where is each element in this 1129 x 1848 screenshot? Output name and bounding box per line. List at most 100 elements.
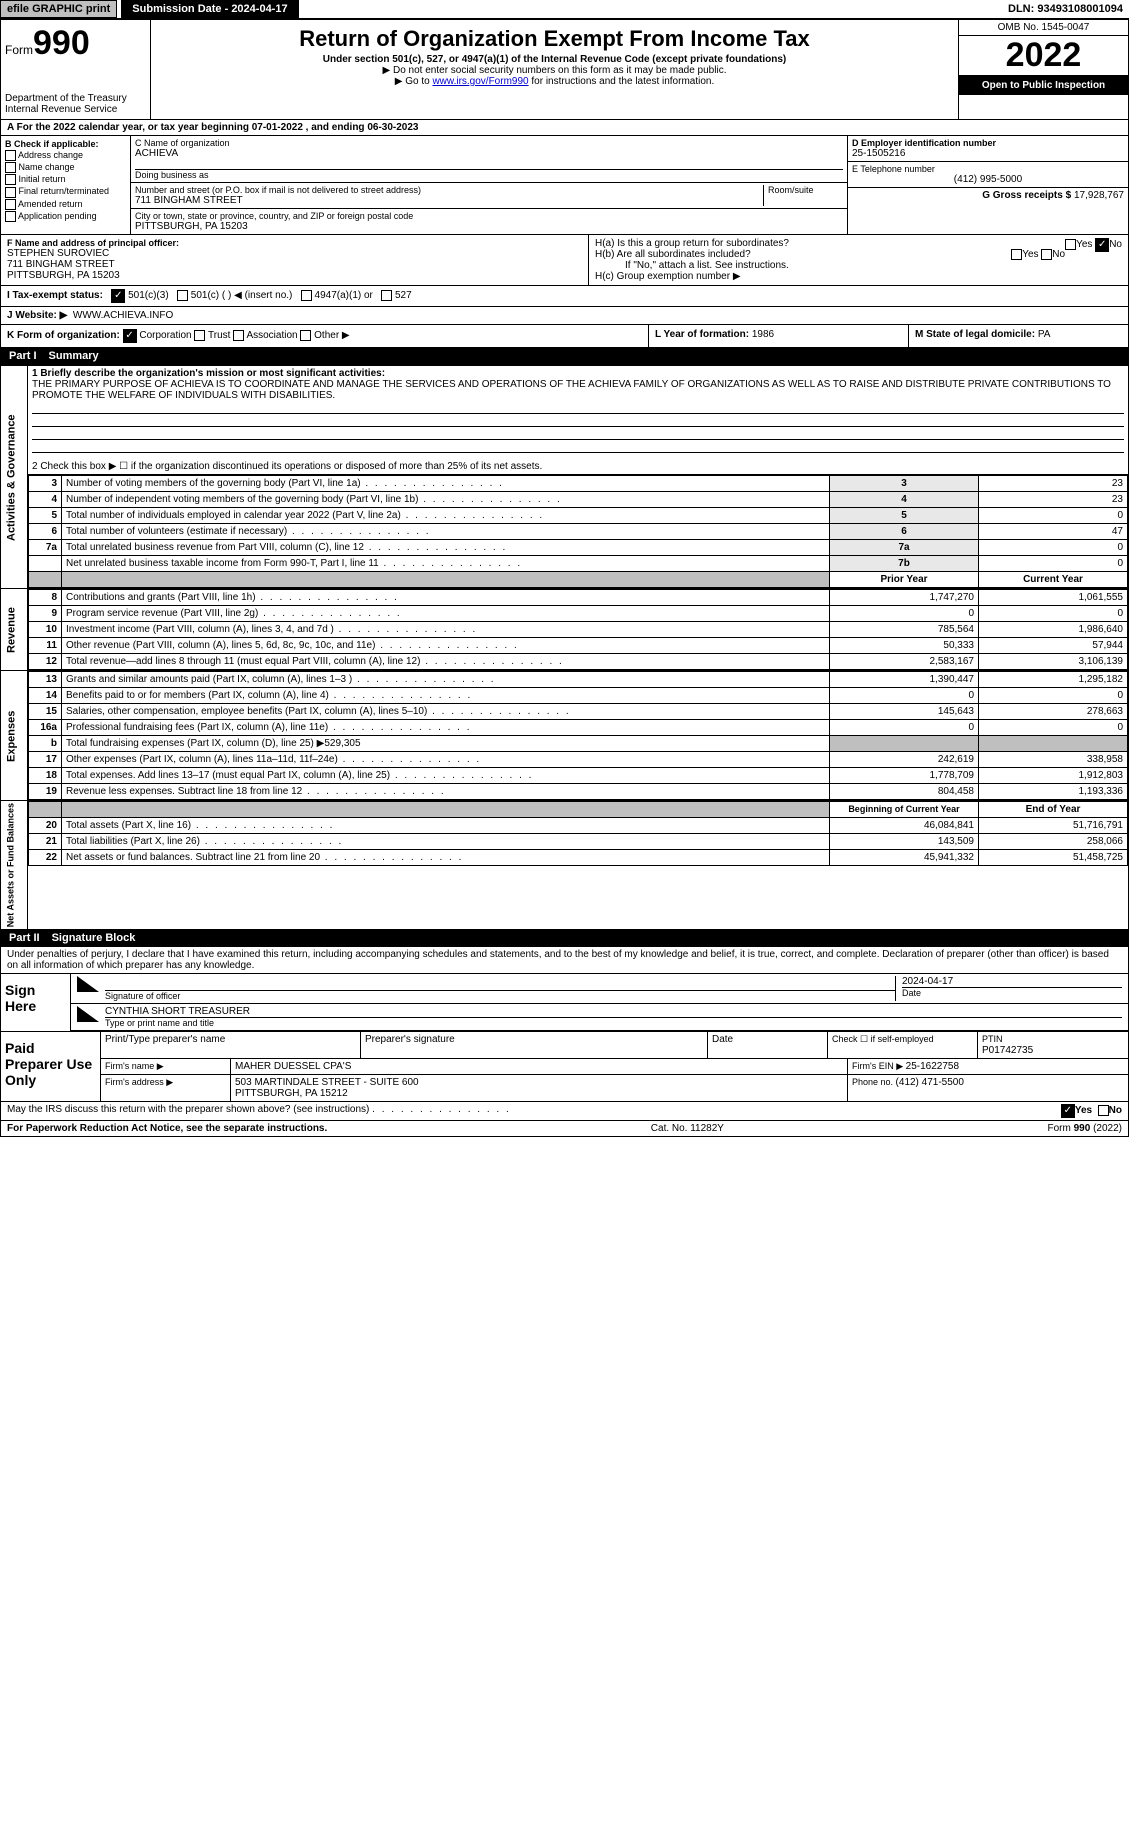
may-yesno: ✓Yes No [1061,1104,1122,1118]
form-990-number: 990 [33,24,90,62]
chk-4947[interactable] [301,290,312,301]
chk-initial-return[interactable]: Initial return [5,174,126,185]
chk-address-change[interactable]: Address change [5,150,126,161]
ha-yes-checkbox[interactable] [1065,239,1076,250]
ein-row: D Employer identification number 25-1505… [848,136,1128,162]
hb-note: If "No," attach a list. See instructions… [595,260,1122,271]
lbl-other: Other ▶ [314,330,349,341]
chk-address-change-label: Address change [18,150,83,160]
lbl-assoc: Association [246,330,297,341]
may-no-checkbox[interactable] [1098,1105,1109,1116]
may-yes-checkbox[interactable]: ✓ [1061,1104,1075,1118]
val-M: PA [1038,329,1051,340]
section-bcd: B Check if applicable: Address change Na… [0,136,1129,235]
chk-name-change-label: Name change [19,162,75,172]
efile-label: efile GRAPHIC print [0,0,117,18]
ptin-cell: PTINP01742735 [978,1032,1128,1058]
dept-label: Department of the Treasury [5,93,146,104]
line-prior: 145,643 [830,704,979,720]
table-row: 20 Total assets (Part X, line 16) 46,084… [29,818,1128,834]
hdr-blank [29,572,62,588]
firm-addr-cell: 503 MARTINDALE STREET - SUITE 600 PITTSB… [231,1075,848,1101]
part2-header: Part II Signature Block [0,930,1129,947]
table-row: 18 Total expenses. Add lines 13–17 (must… [29,768,1128,784]
print-name-label: Print/Type preparer's name [101,1032,361,1058]
footer-row: For Paperwork Reduction Act Notice, see … [0,1121,1129,1137]
lbl-trust: Trust [208,330,230,341]
chk-trust[interactable] [194,330,205,341]
line-current: 0 [979,606,1128,622]
line-box: 7b [830,556,979,572]
line-num: b [29,736,62,752]
dln-label: DLN: 93493108001094 [1008,3,1129,15]
line-num: 10 [29,622,62,638]
instructions-link[interactable]: www.irs.gov/Form990 [432,76,528,87]
hdr-blank2 [62,802,830,818]
phone-label: Phone no. [852,1077,896,1087]
hdr-current: Current Year [979,572,1128,588]
org-name-label: C Name of organization [135,138,843,148]
side-expenses: Expenses [1,671,28,801]
table-row: Prior Year Current Year [29,572,1128,588]
sign-here-block: Sign Here Signature of officer 2024-04-1… [0,974,1129,1032]
line-prior: 242,619 [830,752,979,768]
line-text: Total revenue—add lines 8 through 11 (mu… [62,654,830,670]
subtitle-2: ▶ Do not enter social security numbers o… [155,65,954,76]
chk-527[interactable] [381,290,392,301]
hdr-end: End of Year [979,802,1128,818]
exp-lines-cell: 13 Grants and similar amounts paid (Part… [28,671,1129,801]
hb-no-checkbox[interactable] [1041,249,1052,260]
chk-application-pending[interactable]: Application pending [5,211,126,222]
ha-label: H(a) Is this a group return for subordin… [595,238,789,249]
submission-date-button[interactable]: Submission Date - 2024-04-17 [121,0,298,18]
tax-year: 2022 [959,36,1128,76]
line-num: 12 [29,654,62,670]
chk-assoc[interactable] [233,330,244,341]
sig-officer-label: Signature of officer [105,991,895,1001]
table-row: 4 Number of independent voting members o… [29,492,1128,508]
hb-yes-label: Yes [1022,249,1038,260]
subtitle-3: ▶ Go to www.irs.gov/Form990 for instruct… [155,76,954,87]
tax-exempt-row: I Tax-exempt status: ✓ 501(c)(3) 501(c) … [0,286,1129,307]
line-num: 15 [29,704,62,720]
line-prior: 2,583,167 [830,654,979,670]
line-num: 18 [29,768,62,784]
line-num: 9 [29,606,62,622]
table-row: Net unrelated business taxable income fr… [29,556,1128,572]
table-row: 7a Total unrelated business revenue from… [29,540,1128,556]
line-num: 4 [29,492,62,508]
sign-here-right: Signature of officer 2024-04-17 Date CYN… [71,974,1128,1031]
city-label: City or town, state or province, country… [135,211,843,221]
line-current: 1,986,640 [979,622,1128,638]
net-lines-table: Beginning of Current Year End of Year20 … [28,801,1128,866]
open-public-label: Open to Public Inspection [959,76,1128,95]
hc-row: H(c) Group exemption number ▶ [595,271,1122,282]
line-num: 17 [29,752,62,768]
chk-name-change[interactable]: Name change [5,162,126,173]
table-row: 21 Total liabilities (Part X, line 26) 1… [29,834,1128,850]
side-revenue: Revenue [1,589,28,671]
line-num: 16a [29,720,62,736]
lbl-527: 527 [395,290,412,301]
line-current: 0 [979,720,1128,736]
chk-501c[interactable] [177,290,188,301]
part2-num: Part II [9,932,52,944]
hb-yes-checkbox[interactable] [1011,249,1022,260]
firm-name-value: MAHER DUESSEL CPA'S [231,1059,848,1074]
firm-phone-cell: Phone no. (412) 471-5500 [848,1075,1128,1101]
chk-corp[interactable]: ✓ [123,329,137,343]
part2-title: Signature Block [52,932,136,944]
chk-amended-return[interactable]: Amended return [5,199,126,210]
line-num: 21 [29,834,62,850]
ha-no-checkbox[interactable]: ✓ [1095,238,1109,252]
chk-final-return[interactable]: Final return/terminated [5,186,126,197]
chk-other[interactable] [300,330,311,341]
city-value: PITTSBURGH, PA 15203 [135,221,843,232]
street-cell: Number and street (or P.O. box if mail i… [135,185,763,206]
paid-row3: Firm's address ▶ 503 MARTINDALE STREET -… [101,1075,1128,1101]
line-prior: 46,084,841 [830,818,979,834]
part1-title: Summary [49,350,99,362]
hb-label: H(b) Are all subordinates included? [595,249,751,260]
line-current: 51,458,725 [979,850,1128,866]
chk-501c3[interactable]: ✓ [111,289,125,303]
